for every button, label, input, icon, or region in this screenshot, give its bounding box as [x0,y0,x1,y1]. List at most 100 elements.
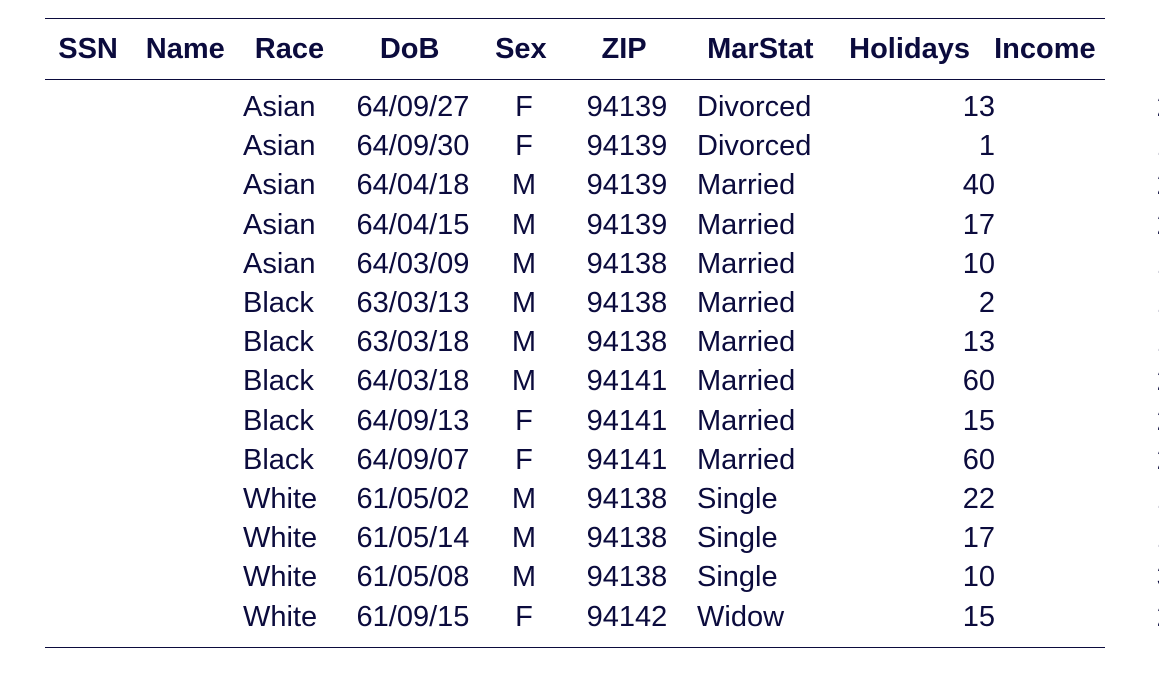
cell-holidays: 15 [962,600,995,633]
cell-dob: 64/09/30 [356,130,470,163]
cell-dob: 61/05/14 [356,522,470,555]
cell-name [131,206,239,245]
data-table-body: Asian64/09/27F94139Divorced13260Asian64/… [45,80,1159,637]
cell-holidays: 17 [962,522,995,555]
cell-race: Asian [243,169,316,202]
bottom-rule [45,646,1105,648]
cell-zip: 94141 [586,443,668,476]
cell-holidays: 1 [978,130,995,163]
cell-sex: M [511,208,537,241]
cell-ssn [45,519,131,558]
cell-income: 290 [1085,362,1159,401]
cell-income: 260 [1085,80,1159,127]
header-income: Income [994,32,1096,65]
table-row: Black 64/03/18 M 94141 Married 60 290 [45,362,1159,401]
cell-name [131,558,239,597]
header-ssn: SSN [58,32,118,65]
cell-zip: 94138 [586,561,668,594]
cell-ssn [45,402,131,441]
cell-zip: 94141 [586,365,668,398]
cell-holidays: 40 [962,169,995,202]
cell-income: 185 [1085,323,1159,362]
header-zip: ZIP [601,32,647,65]
data-table-container: SSN Name Race DoB Sex ZIP MarStat Holida… [45,18,1159,648]
cell-ssn [45,558,131,597]
cell-race: Asian [243,130,316,163]
cell-dob: 63/03/13 [356,287,470,320]
cell-sex: M [511,561,537,594]
cell-ssn [45,245,131,284]
cell-ssn [45,441,131,480]
cell-sex: M [511,169,537,202]
cell-zip: 94141 [586,404,668,437]
cell-name [131,284,239,323]
cell-marstat: Widow [697,600,785,633]
cell-race: White [243,482,318,515]
cell-marstat: Divorced [697,91,812,124]
cell-ssn [45,362,131,401]
table-row: Asian 64/04/15 M 94139 Married 17 280 [45,206,1159,245]
cell-zip: 94139 [586,208,668,241]
table-row: Black 63/03/18 M 94138 Married 13 185 [45,323,1159,362]
cell-name [131,480,239,519]
cell-zip: 94138 [586,522,668,555]
cell-sex: F [515,130,533,163]
cell-race: Black [243,326,314,359]
cell-income: 200 [1085,597,1159,636]
cell-zip: 94138 [586,482,668,515]
cell-income: 290 [1085,441,1159,480]
cell-dob: 64/09/13 [356,404,470,437]
cell-marstat: Single [697,522,778,555]
cell-sex: F [515,404,533,437]
cell-ssn [45,166,131,205]
cell-income: 170 [1085,127,1159,166]
cell-holidays: 13 [962,326,995,359]
cell-marstat: Married [697,326,796,359]
cell-holidays: 60 [962,365,995,398]
cell-ssn [45,284,131,323]
table-row: Asian 64/09/30 F 94139 Divorced 1 170 [45,127,1159,166]
table-body: Asian64/09/27F94139Divorced13260Asian64/… [45,80,1159,637]
cell-marstat: Divorced [697,130,812,163]
cell-dob: 63/03/18 [356,326,470,359]
cell-income: 140 [1085,480,1159,519]
cell-name [131,80,239,127]
cell-ssn [45,206,131,245]
cell-zip: 94139 [586,169,668,202]
cell-name [131,362,239,401]
cell-sex: M [511,365,537,398]
header-rule [45,79,1105,80]
cell-income: 300 [1085,558,1159,597]
cell-name [131,402,239,441]
cell-name [131,519,239,558]
cell-name [131,323,239,362]
cell-zip: 94142 [586,600,668,633]
cell-dob: 64/09/27 [356,91,470,124]
cell-ssn [45,80,131,127]
table-row: Asian 64/04/18 M 94139 Married 40 200 [45,166,1159,205]
header-race: Race [254,32,325,65]
cell-zip: 94138 [586,247,668,280]
cell-marstat: Single [697,561,778,594]
cell-holidays: 10 [962,561,995,594]
cell-sex: F [515,600,533,633]
cell-race: Black [243,287,314,320]
table-row: Black 64/09/07 F 94141 Married 60 290 [45,441,1159,480]
cell-marstat: Married [697,365,796,398]
cell-dob: 61/05/02 [356,482,470,515]
cell-holidays: 22 [962,482,995,515]
cell-sex: F [515,91,533,124]
cell-marstat: Married [697,287,796,320]
cell-name [131,166,239,205]
cell-race: Black [243,443,314,476]
cell-race: Black [243,365,314,398]
data-table: SSN Name Race DoB Sex ZIP MarStat Holida… [45,19,1105,79]
cell-name [131,245,239,284]
cell-race: White [243,600,318,633]
cell-sex: M [511,522,537,555]
table-row: Asian 64/03/09 M 94138 Married 10 190 [45,245,1159,284]
header-sex: Sex [495,32,547,65]
table-row: Asian 64/09/27 F 94139 Divorced 13 260 [45,80,1159,127]
cell-ssn [45,127,131,166]
cell-holidays: 2 [978,287,995,320]
